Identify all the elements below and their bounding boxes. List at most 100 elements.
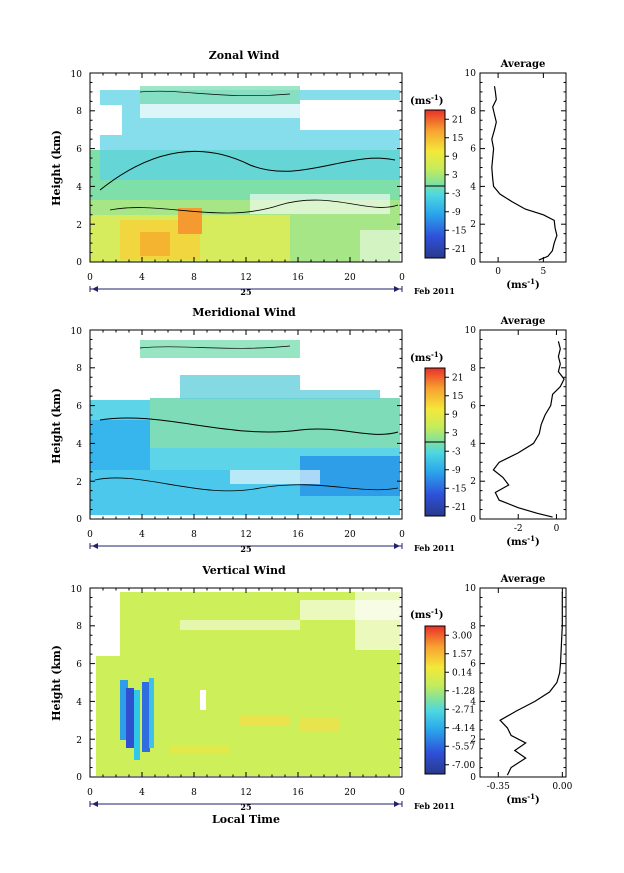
y-tick-label: 2 <box>76 736 82 746</box>
axis-ticks <box>89 587 403 778</box>
x-tick-label: 20 <box>344 273 356 283</box>
x-axis-label: Local Time <box>212 813 280 826</box>
profile-x-tick-label: -2 <box>514 524 523 534</box>
profile-y-tick-label: 2 <box>470 477 476 487</box>
x-tick-label: 8 <box>191 788 197 798</box>
colorbar-unit: (ms-1) <box>410 350 443 364</box>
x-tick-label: 4 <box>139 530 145 540</box>
y-tick-label: 4 <box>76 440 82 450</box>
colorbar-tick-label: -2.71 <box>452 705 475 715</box>
x-tick-label: 8 <box>191 530 197 540</box>
y-tick-label: 4 <box>76 183 82 193</box>
profile-y-tick-label: 10 <box>465 326 477 336</box>
y-tick-label: 8 <box>76 622 82 632</box>
profile-frame <box>479 72 567 263</box>
profile-frame <box>479 329 567 520</box>
y-tick-label: 2 <box>76 221 82 231</box>
profile-x-tick-label: -0.35 <box>487 782 510 792</box>
colorbar-tick-label: -3 <box>452 447 461 457</box>
colorbar-unit: (ms-1) <box>410 607 443 621</box>
profile-title: Average <box>500 59 546 70</box>
date-label: Feb 2011 <box>414 801 455 811</box>
x-tick-label: 8 <box>191 273 197 283</box>
colorbar-tick-label: 9 <box>452 152 458 162</box>
y-tick-label: 10 <box>71 70 83 80</box>
date-arrow <box>89 286 403 292</box>
colorbar-tick-label: 9 <box>452 410 458 420</box>
colorbar-tick-label: 0.14 <box>452 668 472 678</box>
profile-x-tick-label: 0.00 <box>552 782 572 792</box>
colorbar-tick-label: 3 <box>452 171 458 181</box>
profile-y-tick-label: 8 <box>470 622 476 632</box>
profile-y-tick-label: 0 <box>470 258 476 268</box>
y-tick-label: 6 <box>76 660 82 670</box>
panel-vertical-wind: Vertical Wind Height (km) 0 2 4 6 8 <box>50 564 573 826</box>
profile-y-tick-label: 2 <box>470 220 476 230</box>
x-tick-label: 0 <box>399 530 405 540</box>
heatmap-field <box>90 86 400 262</box>
heatmap-field <box>90 340 400 515</box>
date-day: 25 <box>240 287 251 297</box>
colorbar-tick-label: 15 <box>452 134 464 144</box>
date-label: Feb 2011 <box>414 286 455 296</box>
x-tick-label: 0 <box>87 530 93 540</box>
profile-x-axis-label: (ms-1) <box>506 277 539 291</box>
y-tick-label: 10 <box>71 585 83 595</box>
panel-zonal-wind: Zonal Wind Height (km) 0 2 4 6 8 <box>50 49 567 297</box>
colorbar-tick-label: 15 <box>452 392 464 402</box>
colorbar-tick-label: -5.57 <box>452 742 475 752</box>
x-tick-label: 0 <box>399 273 405 283</box>
x-tick-label: 4 <box>139 788 145 798</box>
profile-x-tick-label: 5 <box>541 267 547 277</box>
x-tick-label: 16 <box>292 788 304 798</box>
date-label: Feb 2011 <box>414 543 455 553</box>
x-tick-label: 16 <box>292 530 304 540</box>
panel-meridional-wind: Meridional Wind Height (km) 0 2 4 6 8 10… <box>50 306 567 554</box>
profile-y-tick-label: 4 <box>470 697 476 707</box>
chart-title: Vertical Wind <box>201 564 286 577</box>
x-tick-label: 16 <box>292 273 304 283</box>
colorbar-tick-label: -9 <box>452 466 461 476</box>
colorbar-unit: (ms-1) <box>410 93 443 107</box>
axis-ticks <box>89 329 403 520</box>
profile-x-axis-label: (ms-1) <box>506 792 539 806</box>
profile-y-tick-label: 8 <box>470 364 476 374</box>
colorbar-tick-label: -1.28 <box>452 687 475 697</box>
y-axis-label: Height (km) <box>50 388 63 464</box>
y-axis-label: Height (km) <box>50 130 63 206</box>
colorbar-tick-label: -21 <box>452 503 467 513</box>
profile-y-tick-label: 4 <box>470 439 476 449</box>
y-tick-label: 2 <box>76 478 82 488</box>
y-tick-label: 6 <box>76 145 82 155</box>
x-tick-label: 0 <box>87 788 93 798</box>
profile-y-tick-label: 0 <box>470 515 476 525</box>
colorbar-tick-label: 3 <box>452 429 458 439</box>
x-tick-label: 20 <box>344 788 356 798</box>
colorbar-tick-label: 21 <box>452 373 463 383</box>
profile-y-tick-label: 6 <box>470 402 476 412</box>
date-arrow <box>89 543 403 549</box>
colorbar: (ms-1) 21 15 9 3 -3 -9 -15 -21 <box>410 93 467 259</box>
colorbar-tick-label: -21 <box>452 245 467 255</box>
y-tick-label: 6 <box>76 402 82 412</box>
profile-x-axis-label: (ms-1) <box>506 534 539 548</box>
colorbar-tick-label: -15 <box>452 484 467 494</box>
profile-y-tick-label: 6 <box>470 145 476 155</box>
chart-title: Meridional Wind <box>192 306 296 319</box>
y-axis-label: Height (km) <box>50 645 63 721</box>
y-tick-label: 10 <box>71 327 83 337</box>
profile-y-tick-label: 2 <box>470 735 476 745</box>
y-tick-label: 0 <box>76 258 82 268</box>
profile-line <box>499 591 563 776</box>
profile-y-tick-label: 0 <box>470 773 476 783</box>
profile-y-tick-label: 10 <box>465 584 477 594</box>
date-day: 25 <box>240 544 251 554</box>
profile-y-tick-label: 10 <box>465 69 477 79</box>
x-tick-label: 12 <box>240 530 251 540</box>
profile-title: Average <box>500 574 546 585</box>
x-tick-label: 0 <box>399 788 405 798</box>
profile-line <box>492 341 565 518</box>
y-tick-label: 8 <box>76 364 82 374</box>
colorbar: (ms-1) 3.00 1.57 0.14 -1.28 -2.71 -4.14 -5.57 -… <box>410 607 475 775</box>
